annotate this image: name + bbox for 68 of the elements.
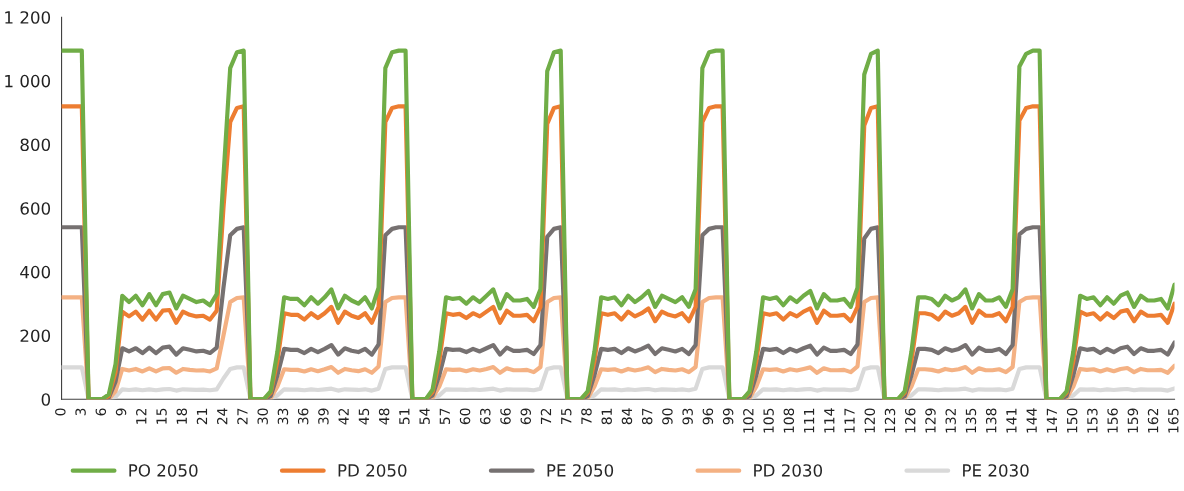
x-tick-label: 105	[763, 408, 774, 433]
x-tick-label: 144	[1026, 408, 1037, 433]
x-tick-label: 114	[824, 408, 835, 433]
x-tick-label: 93	[682, 408, 693, 425]
x-tick-label: 135	[965, 408, 977, 433]
x-tick-label: 90	[662, 408, 673, 425]
x-tick-label: 63	[480, 408, 491, 425]
legend-label: PD 2050	[338, 464, 407, 477]
x-tick-label: 57	[439, 408, 451, 425]
x-tick-label: 21	[196, 408, 208, 425]
x-tick-label: 48	[378, 408, 390, 425]
x-tick-label: 33	[277, 408, 289, 425]
x-tick-label: 156	[1107, 408, 1118, 433]
legend-label: PO 2050	[129, 464, 198, 477]
y-tick-label: 0	[41, 393, 51, 406]
x-tick-label: 96	[702, 408, 714, 425]
x-tick-label: 159	[1127, 408, 1139, 433]
x-tick-label: 126	[904, 408, 916, 433]
x-tick-label: 147	[1046, 408, 1057, 433]
x-tick-label: 129	[925, 408, 936, 433]
legend-label: PD 2030	[754, 464, 823, 477]
x-tick-label: 132	[945, 408, 956, 433]
y-tick-label: 1 000	[5, 74, 51, 88]
x-tick-label: 0	[55, 408, 66, 416]
x-tick-label: 45	[358, 408, 370, 425]
x-tick-label: 66	[500, 408, 511, 425]
x-tick-label: 120	[864, 408, 876, 433]
y-tick-label: 800	[20, 138, 51, 152]
x-tick-label: 99	[722, 408, 734, 425]
x-tick-label: 9	[115, 408, 127, 416]
x-tick-label: 78	[581, 408, 592, 425]
x-tick-label: 153	[1087, 408, 1098, 433]
x-tick-label: 36	[297, 408, 309, 425]
x-tick-label: 27	[237, 408, 248, 425]
x-tick-label: 102	[743, 408, 754, 433]
x-tick-label: 117	[844, 408, 855, 433]
x-tick-label: 12	[136, 408, 147, 424]
legend-label: PE 2030	[963, 464, 1029, 477]
x-tick-label: 138	[985, 408, 997, 433]
y-tick-label: 600	[20, 202, 51, 215]
x-tick-label: 69	[520, 408, 532, 425]
x-tick-label: 75	[561, 408, 572, 425]
x-tick-label: 6	[95, 408, 107, 416]
x-tick-label: 18	[176, 408, 188, 424]
x-tick-label: 165	[1168, 408, 1179, 433]
x-tick-label: 111	[803, 408, 815, 433]
y-tick-label: 1 200	[5, 11, 51, 24]
x-tick-label: 39	[318, 408, 329, 425]
x-tick-label: 42	[338, 408, 349, 425]
x-tick-label: 87	[641, 408, 653, 425]
x-tick-label: 30	[257, 408, 268, 425]
x-tick-label: 51	[399, 408, 410, 425]
x-tick-label: 123	[884, 408, 896, 433]
x-tick-label: 141	[1006, 408, 1017, 433]
x-tick-label: 72	[540, 408, 552, 425]
y-tick-label: 400	[20, 265, 51, 279]
x-tick-label: 84	[621, 408, 633, 425]
x-tick-label: 24	[216, 408, 228, 425]
x-tick-label: 15	[156, 408, 167, 424]
x-tick-label: 54	[419, 408, 430, 425]
x-tick-label: 81	[601, 408, 612, 425]
x-tick-label: 60	[459, 408, 471, 425]
x-tick-label: 162	[1147, 408, 1159, 433]
legend-label: PE 2050	[547, 464, 614, 477]
x-tick-label: 108	[783, 408, 795, 433]
x-tick-label: 3	[75, 408, 86, 416]
y-tick-label: 200	[20, 329, 51, 343]
x-tick-label: 150	[1066, 408, 1078, 433]
